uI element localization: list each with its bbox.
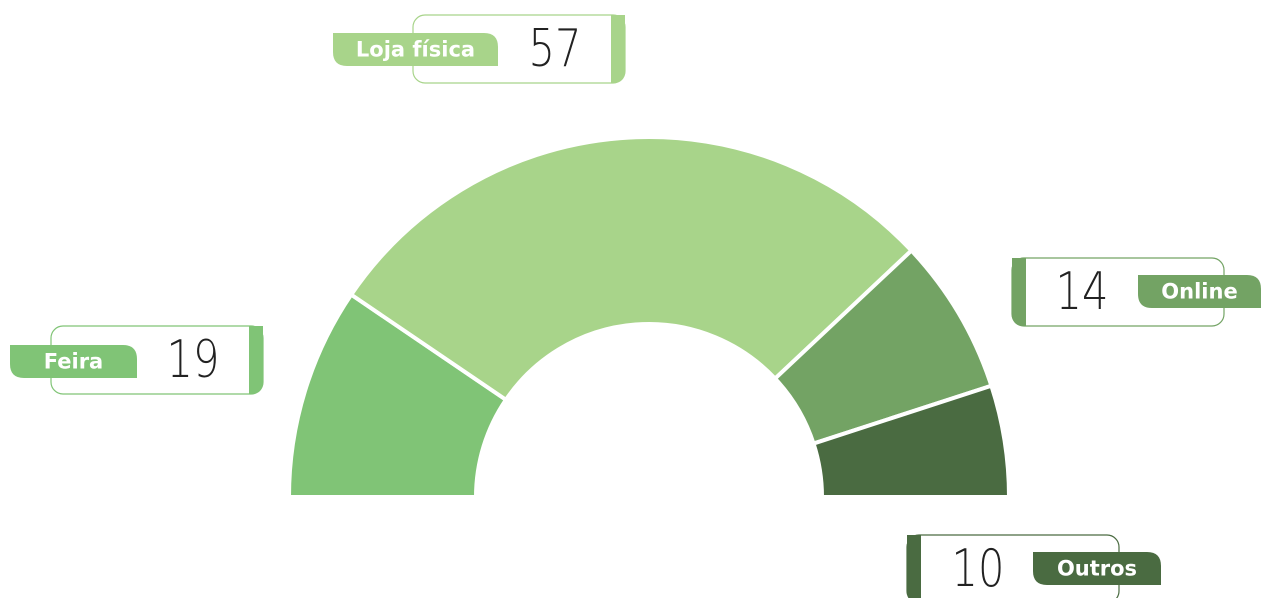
label-pill <box>1138 275 1261 308</box>
value-label: 57 <box>529 18 582 79</box>
callout: Feira 19 <box>10 325 264 395</box>
value-label: 10 <box>952 538 1005 598</box>
callout-bar <box>907 535 921 598</box>
value-label: 19 <box>167 329 220 390</box>
callout: Loja física 57 <box>333 14 626 84</box>
callout-bar <box>1012 258 1026 326</box>
slice <box>348 135 915 403</box>
label-pill <box>333 33 498 66</box>
category-label: Outros <box>1057 557 1137 581</box>
callout: Online 14 <box>1011 257 1261 327</box>
category-label: Online <box>1161 280 1237 304</box>
callout-bar <box>611 15 625 83</box>
category-label: Feira <box>44 350 103 374</box>
category-label: Loja física <box>356 38 475 62</box>
callout-bar <box>249 326 263 394</box>
slice <box>811 383 1012 499</box>
label-pill <box>1033 552 1161 585</box>
value-label: 14 <box>1056 261 1109 322</box>
callout: Outros 10 <box>906 534 1161 598</box>
label-pill <box>10 345 137 378</box>
